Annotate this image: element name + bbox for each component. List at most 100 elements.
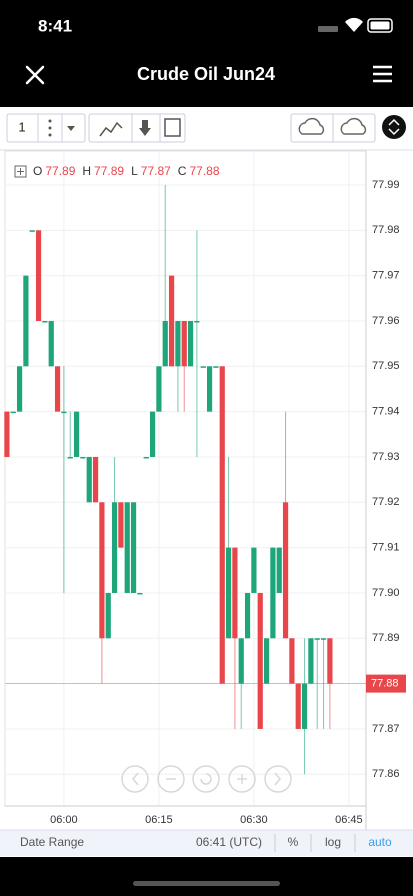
legend-key: C bbox=[178, 164, 187, 178]
candle-body bbox=[54, 366, 61, 412]
y-tick-label: 77.98 bbox=[372, 224, 400, 236]
last-price-box bbox=[366, 674, 406, 693]
candle-body bbox=[86, 456, 92, 503]
candle-body bbox=[168, 275, 175, 367]
legend-key: L bbox=[131, 164, 138, 178]
candle-body bbox=[270, 547, 276, 639]
status-icons bbox=[318, 17, 393, 33]
candle-body bbox=[219, 366, 225, 684]
y-tick-label: 77.96 bbox=[372, 315, 400, 327]
candle-body bbox=[295, 683, 301, 729]
header-title: Crude Oil Jun24 bbox=[137, 64, 275, 84]
legend-toggle-icon bbox=[17, 168, 24, 175]
legend-toggle[interactable] bbox=[14, 165, 27, 178]
candle-body bbox=[124, 502, 130, 593]
candle-body bbox=[251, 547, 257, 593]
footer-clock: 06:41 (UTC) bbox=[196, 835, 262, 849]
log-toggle[interactable]: log bbox=[325, 835, 341, 849]
candle-body bbox=[10, 411, 16, 414]
candle-body bbox=[225, 547, 232, 639]
candle-body bbox=[238, 638, 244, 684]
legend-value: 77.89 bbox=[94, 164, 124, 178]
zoom-out[interactable] bbox=[157, 765, 185, 793]
candle-body bbox=[73, 411, 80, 457]
legend-key: O bbox=[33, 164, 42, 178]
y-tick-label: 77.95 bbox=[372, 360, 400, 372]
interval-label: 1 bbox=[18, 119, 25, 134]
toolbar-icons bbox=[48, 115, 406, 139]
scroll-left[interactable] bbox=[121, 765, 149, 793]
candle-body bbox=[308, 638, 314, 684]
candle-body bbox=[105, 592, 111, 639]
candle-body bbox=[181, 320, 187, 367]
footer-bar bbox=[0, 830, 413, 856]
auto-toggle[interactable]: auto bbox=[368, 835, 392, 849]
legend-value: 77.88 bbox=[189, 164, 219, 178]
toolbar bbox=[6, 113, 376, 143]
chart-panel bbox=[0, 107, 413, 857]
zoom-in[interactable] bbox=[228, 765, 256, 793]
candle-body bbox=[156, 366, 162, 412]
date-range[interactable]: Date Range bbox=[20, 835, 84, 849]
y-tick-label: 77.86 bbox=[372, 768, 400, 780]
candle-body bbox=[232, 547, 238, 639]
candle-body bbox=[67, 456, 73, 459]
candle-body bbox=[257, 592, 263, 729]
candle-body bbox=[35, 230, 42, 321]
candle-body bbox=[99, 502, 105, 639]
candle-body bbox=[61, 411, 67, 414]
x-tick-label: 06:45 bbox=[335, 814, 363, 826]
candle-body bbox=[149, 411, 156, 457]
candle-body bbox=[301, 683, 308, 729]
candle-body bbox=[29, 230, 35, 232]
plot: 77.86 77.87 77.88 77.89 77.90 77.91 77.92 77.93… bbox=[4, 150, 406, 830]
legend-value: 77.87 bbox=[141, 164, 171, 178]
scroll-right[interactable] bbox=[264, 765, 292, 793]
candle-body bbox=[23, 275, 29, 367]
legend-key: H bbox=[82, 164, 91, 178]
reset[interactable] bbox=[192, 765, 220, 793]
y-tick-label: 77.89 bbox=[372, 632, 400, 644]
candle-body bbox=[314, 638, 320, 640]
home-indicator bbox=[133, 881, 280, 886]
candle-body bbox=[320, 638, 327, 640]
x-tick-label: 06:15 bbox=[145, 814, 173, 826]
candle-body bbox=[118, 502, 124, 548]
candle-body bbox=[206, 366, 213, 412]
y-tick-label: 77.94 bbox=[372, 406, 400, 418]
candle-body bbox=[244, 592, 251, 639]
candle-body bbox=[42, 320, 48, 323]
candle-body bbox=[276, 547, 282, 593]
candle-body bbox=[92, 456, 99, 503]
y-tick-label: 77.93 bbox=[372, 451, 400, 463]
y-tick-label: 77.97 bbox=[372, 270, 400, 282]
y-tick-label: 77.91 bbox=[372, 542, 400, 554]
legend-value: 77.89 bbox=[45, 164, 75, 178]
candle-body bbox=[80, 456, 86, 459]
tools-box[interactable] bbox=[88, 113, 186, 143]
interval-box[interactable] bbox=[6, 113, 86, 143]
percent-toggle[interactable]: % bbox=[288, 835, 299, 849]
nav-buttons bbox=[121, 765, 292, 793]
y-tick-label: 77.90 bbox=[372, 587, 400, 599]
candle-body bbox=[48, 320, 54, 367]
last-price-label: 77.88 bbox=[371, 678, 399, 690]
y-tick-label: 77.87 bbox=[372, 723, 400, 735]
candle-body bbox=[111, 502, 118, 593]
candle-body bbox=[4, 411, 10, 457]
x-tick-label: 06:00 bbox=[50, 814, 78, 826]
y-tick-label: 77.99 bbox=[372, 179, 400, 191]
x-tick-label: 06:30 bbox=[240, 814, 268, 826]
candle-body bbox=[200, 366, 206, 368]
y-tick-label: 77.92 bbox=[372, 496, 400, 508]
menu-button[interactable] bbox=[373, 65, 392, 83]
candle-body bbox=[327, 638, 333, 684]
status-time: 8:41 bbox=[38, 16, 72, 35]
candle-body bbox=[16, 366, 23, 412]
candle-body bbox=[175, 320, 181, 367]
candle-body bbox=[282, 502, 289, 639]
candle-body bbox=[289, 638, 295, 684]
close-button[interactable] bbox=[25, 65, 45, 85]
candle-body bbox=[194, 320, 200, 323]
